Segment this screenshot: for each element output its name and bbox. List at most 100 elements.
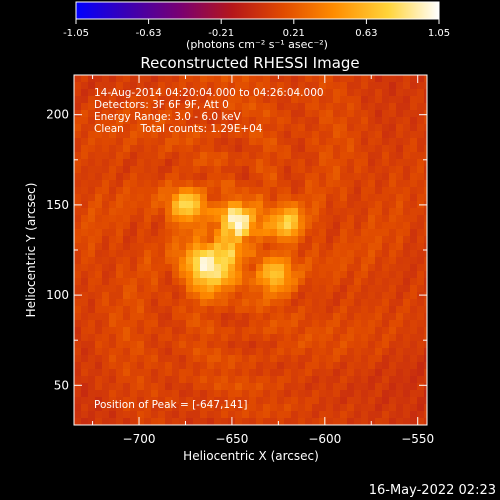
heatmap-cell — [109, 355, 116, 362]
heatmap-cell — [291, 327, 298, 334]
heatmap-cell — [298, 96, 305, 103]
heatmap-cell — [123, 159, 130, 166]
heatmap-cell — [403, 313, 410, 320]
heatmap-cell — [382, 264, 389, 271]
heatmap-cell — [123, 117, 130, 124]
heatmap-cell — [382, 173, 389, 180]
y-tick-label: 150 — [46, 198, 69, 212]
heatmap-cell — [319, 390, 326, 397]
heatmap-cell — [137, 418, 144, 425]
heatmap-cell — [249, 418, 256, 425]
heatmap-cell — [298, 257, 305, 264]
heatmap-cell — [130, 341, 137, 348]
heatmap-cell — [417, 271, 424, 278]
heatmap-cell — [284, 187, 291, 194]
heatmap-cell — [340, 383, 347, 390]
heatmap-cell — [102, 390, 109, 397]
heatmap-cell — [389, 166, 396, 173]
heatmap-cell — [368, 131, 375, 138]
heatmap-cell — [333, 376, 340, 383]
heatmap-cell — [151, 103, 158, 110]
heatmap-cell — [347, 341, 354, 348]
heatmap-cell — [235, 82, 242, 89]
heatmap-cell — [88, 222, 95, 229]
heatmap-cell — [81, 229, 88, 236]
heatmap-cell — [137, 264, 144, 271]
heatmap-cell — [368, 320, 375, 327]
heatmap-cell — [263, 138, 270, 145]
heatmap-cell — [424, 180, 427, 187]
heatmap-cell — [333, 236, 340, 243]
heatmap-cell — [333, 75, 340, 82]
heatmap-cell — [340, 320, 347, 327]
heatmap-cell — [249, 124, 256, 131]
heatmap-cell — [116, 313, 123, 320]
heatmap-cell — [270, 236, 277, 243]
heatmap-cell — [186, 299, 193, 306]
heatmap-cell — [172, 215, 179, 222]
heatmap-cell — [256, 180, 263, 187]
heatmap-cell — [151, 341, 158, 348]
heatmap-cell — [249, 208, 256, 215]
heatmap-cell — [389, 117, 396, 124]
heatmap-cell — [165, 278, 172, 285]
heatmap-cell — [179, 180, 186, 187]
heatmap-cell — [95, 243, 102, 250]
heatmap-cell — [333, 124, 340, 131]
heatmap-cell — [417, 117, 424, 124]
heatmap-cell — [102, 180, 109, 187]
heatmap-cell — [382, 215, 389, 222]
heatmap-cell — [221, 397, 228, 404]
heatmap-cell — [291, 187, 298, 194]
heatmap-cell — [116, 117, 123, 124]
heatmap-cell — [375, 110, 382, 117]
heatmap-cell — [263, 166, 270, 173]
heatmap-cell — [305, 222, 312, 229]
heatmap-cell — [396, 355, 403, 362]
heatmap-cell — [319, 299, 326, 306]
heatmap-cell — [382, 397, 389, 404]
heatmap-cell — [277, 180, 284, 187]
heatmap-cell — [382, 271, 389, 278]
heatmap-cell — [186, 257, 193, 264]
heatmap-cell — [270, 390, 277, 397]
heatmap-cell — [277, 376, 284, 383]
heatmap-cell — [81, 138, 88, 145]
heatmap-cell — [109, 250, 116, 257]
heatmap-cell — [382, 278, 389, 285]
heatmap-cell — [277, 215, 284, 222]
heatmap-cell — [298, 376, 305, 383]
heatmap-cell — [326, 145, 333, 152]
heatmap-cell — [228, 299, 235, 306]
heatmap-cell — [214, 103, 221, 110]
heatmap-cell — [88, 82, 95, 89]
heatmap-cell — [396, 124, 403, 131]
heatmap-cell — [277, 173, 284, 180]
heatmap-cell — [354, 180, 361, 187]
heatmap-cell — [312, 89, 319, 96]
heatmap-cell — [284, 117, 291, 124]
heatmap-cell — [179, 376, 186, 383]
heatmap-cell — [130, 75, 137, 82]
heatmap-cell — [347, 173, 354, 180]
heatmap-cell — [375, 201, 382, 208]
heatmap-cell — [207, 152, 214, 159]
heatmap-cell — [284, 201, 291, 208]
heatmap-cell — [333, 222, 340, 229]
heatmap-cell — [354, 348, 361, 355]
heatmap-cell — [410, 271, 417, 278]
heatmap-cell — [354, 264, 361, 271]
heatmap-cell — [256, 257, 263, 264]
heatmap-cell — [361, 257, 368, 264]
heatmap-cell — [130, 145, 137, 152]
heatmap-cell — [144, 229, 151, 236]
heatmap-cell — [277, 257, 284, 264]
heatmap-cell — [158, 103, 165, 110]
heatmap-cell — [396, 215, 403, 222]
heatmap-cell — [158, 383, 165, 390]
heatmap-cell — [242, 257, 249, 264]
heatmap-cell — [172, 180, 179, 187]
x-axis-label: Heliocentric X (arcsec) — [183, 449, 319, 463]
heatmap-cell — [389, 173, 396, 180]
heatmap-cell — [144, 320, 151, 327]
